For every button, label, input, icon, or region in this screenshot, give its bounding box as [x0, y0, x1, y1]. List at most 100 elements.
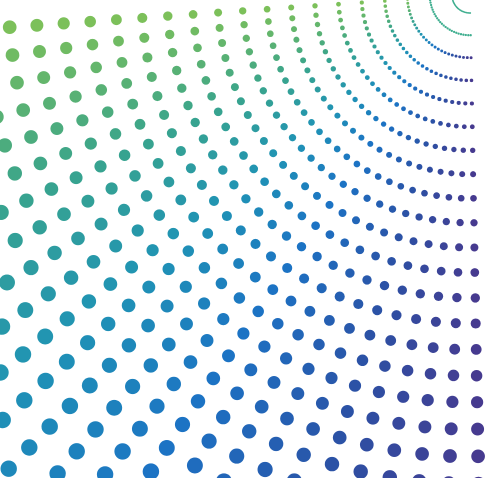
halftone-dot	[465, 56, 469, 60]
halftone-dot	[190, 26, 200, 36]
halftone-dot	[394, 233, 403, 242]
halftone-dot	[415, 213, 423, 221]
halftone-dot	[424, 367, 437, 380]
halftone-dot	[387, 65, 392, 71]
halftone-dot	[267, 375, 281, 389]
halftone-dot	[455, 31, 458, 34]
halftone-dot	[459, 171, 466, 178]
halftone-dot	[296, 47, 303, 54]
halftone-dot	[439, 20, 442, 24]
halftone-dot	[235, 225, 246, 236]
halftone-dot	[410, 16, 414, 20]
halftone-dot	[462, 33, 465, 36]
halftone-dot	[50, 122, 64, 136]
halftone-dot	[411, 19, 415, 23]
halftone-dot	[317, 163, 325, 172]
halftone-dot	[362, 20, 368, 25]
halftone-dot	[355, 245, 365, 255]
halftone-dot	[401, 46, 406, 51]
halftone-dot	[165, 29, 175, 40]
halftone-dot	[137, 12, 148, 23]
halftone-dot	[424, 92, 430, 97]
halftone-dot	[188, 10, 198, 19]
halftone-dot	[334, 347, 347, 359]
halftone-dot	[442, 217, 450, 226]
halftone-dot	[217, 243, 229, 255]
halftone-dot	[454, 54, 458, 58]
halftone-dot	[429, 3, 433, 7]
halftone-dot	[76, 114, 89, 127]
halftone-dot	[429, 69, 434, 73]
halftone-dot	[409, 237, 418, 246]
halftone-dot	[37, 328, 54, 345]
halftone-dot	[196, 59, 206, 69]
halftone-dot	[360, 7, 365, 12]
halftone-dot	[370, 81, 375, 87]
halftone-dot	[470, 293, 480, 303]
halftone-dot	[402, 79, 407, 84]
halftone-dot	[397, 390, 410, 403]
halftone-dot	[265, 18, 272, 25]
halftone-dot	[440, 49, 444, 53]
halftone-dot	[386, 178, 393, 186]
halftone-dot	[106, 399, 123, 416]
halftone-dot	[183, 355, 198, 369]
halftone-dot	[430, 6, 433, 9]
halftone-dot	[272, 111, 281, 119]
halftone-dot	[287, 88, 295, 95]
halftone-dot	[379, 280, 390, 291]
halftone-dot	[193, 43, 202, 53]
halftone-dot	[221, 210, 232, 222]
halftone-dot	[0, 364, 9, 381]
halftone-dot	[172, 65, 182, 76]
halftone-dot	[215, 23, 224, 32]
halftone-dot	[139, 32, 150, 43]
halftone-dot	[129, 170, 141, 182]
halftone-dot	[87, 421, 104, 438]
halftone-dot	[364, 75, 370, 80]
halftone-dot	[450, 99, 455, 105]
halftone-dot	[342, 33, 347, 38]
halftone-dot	[81, 377, 98, 394]
halftone-dot	[109, 128, 122, 140]
halftone-dot	[330, 66, 336, 72]
halftone-dot	[408, 12, 412, 16]
halftone-dot	[316, 283, 327, 294]
halftone-dot	[300, 57, 307, 64]
halftone-dot	[131, 420, 148, 437]
halftone-dot	[424, 38, 428, 42]
halftone-dot	[365, 110, 372, 116]
halftone-dot	[24, 130, 38, 144]
halftone-dot	[207, 91, 216, 101]
halftone-dot	[340, 25, 345, 31]
halftone-dot	[351, 55, 357, 60]
halftone-dot	[80, 335, 96, 351]
halftone-dot	[459, 33, 463, 36]
halftone-dot	[58, 353, 75, 370]
halftone-dot	[415, 113, 421, 119]
halftone-dot	[433, 192, 440, 199]
halftone-dot	[266, 30, 274, 38]
halftone-dot	[383, 60, 388, 66]
halftone-dot	[217, 313, 230, 326]
halftone-dot	[374, 173, 382, 180]
halftone-dot	[185, 163, 196, 174]
halftone-dot	[166, 376, 181, 392]
halftone-dot	[81, 294, 97, 309]
halftone-dot	[408, 54, 413, 58]
halftone-dot	[259, 136, 268, 146]
halftone-dot	[381, 92, 387, 98]
halftone-dot	[379, 360, 391, 372]
halftone-dot	[114, 443, 131, 460]
halftone-dot	[373, 115, 379, 122]
halftone-dot	[101, 316, 116, 332]
halftone-dot	[249, 271, 261, 283]
halftone-dot	[470, 171, 477, 178]
halftone-dot	[0, 318, 11, 335]
halftone-dot	[288, 134, 297, 142]
halftone-dot	[388, 205, 397, 213]
halftone-dot	[338, 208, 347, 218]
halftone-dot	[229, 448, 245, 464]
halftone-dot	[467, 34, 470, 37]
halftone-dot	[450, 29, 453, 33]
